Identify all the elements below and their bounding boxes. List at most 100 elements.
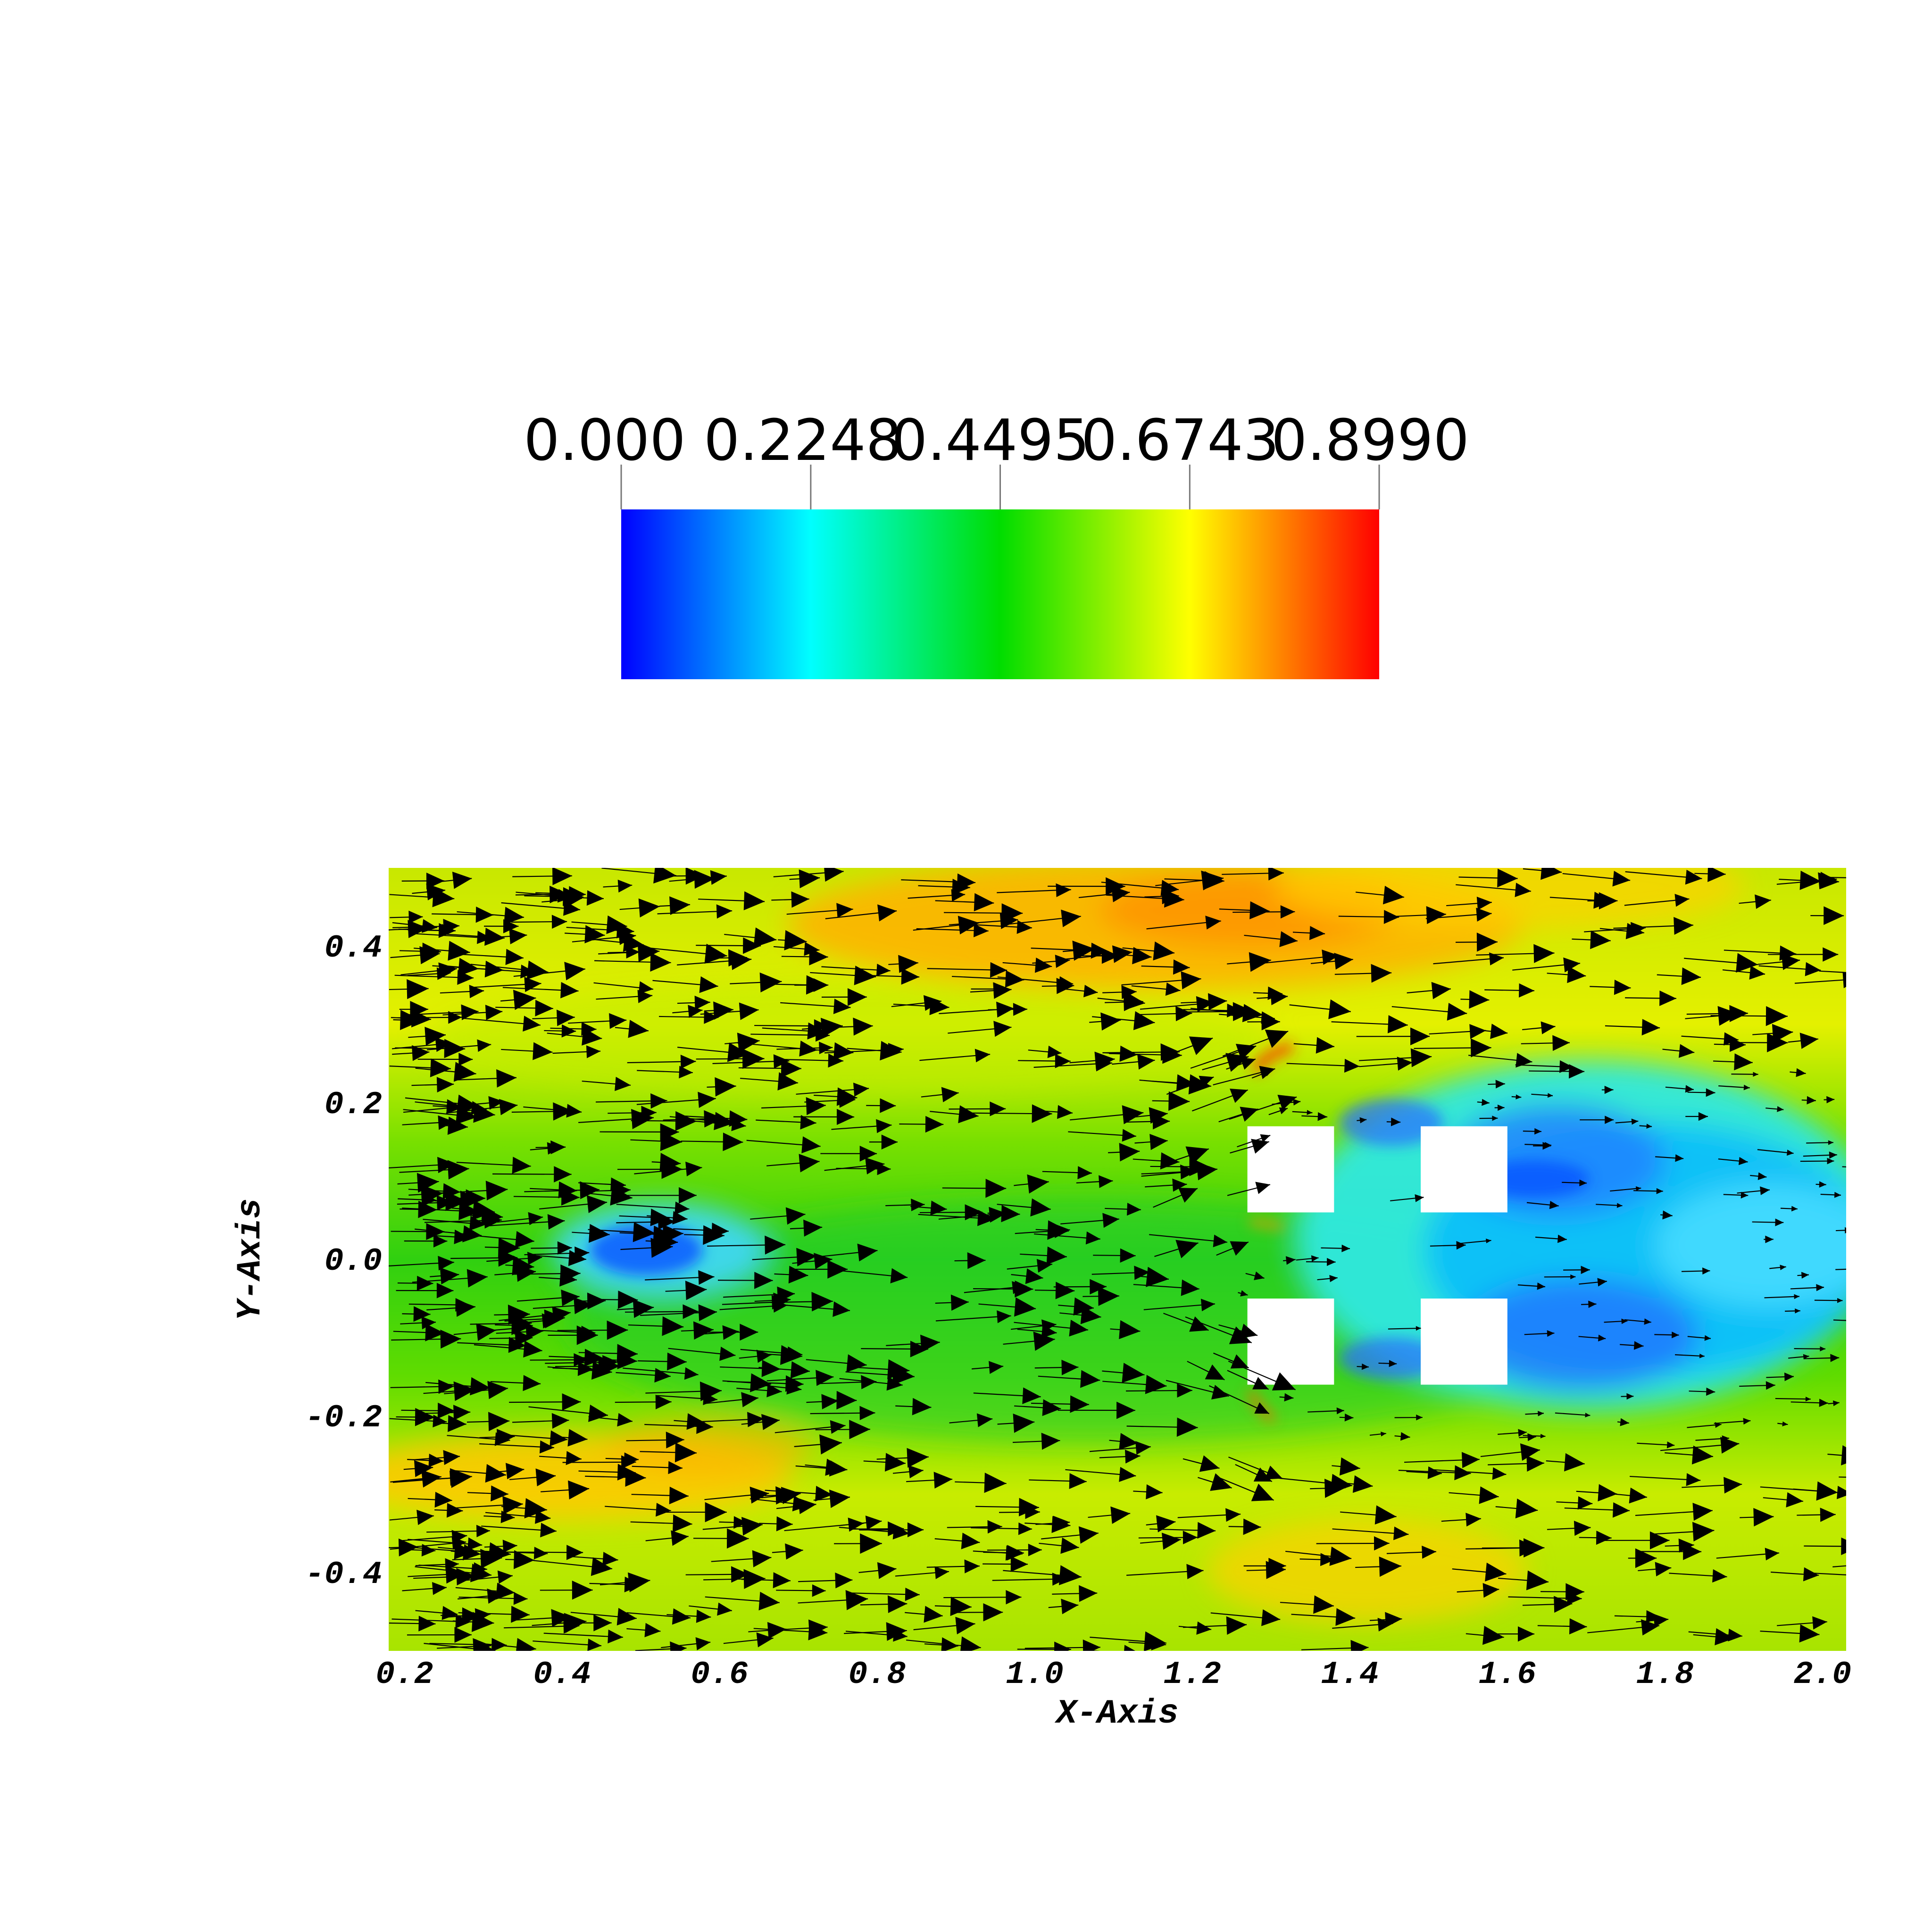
velocity-arrow [1446,896,1492,910]
velocity-arrow [530,1181,577,1199]
velocity-arrow [1263,949,1340,965]
velocity-arrow [1687,1335,1711,1341]
velocity-arrow [1028,1045,1062,1058]
velocity-arrow [390,1470,441,1488]
velocity-arrow [617,1159,683,1179]
velocity-arrow [1024,1639,1100,1651]
velocity-arrow [949,1101,1006,1116]
velocity-arrow [1803,1572,1846,1575]
velocity-arrow [1531,1093,1553,1098]
velocity-arrow [1688,1628,1742,1641]
velocity-arrow [465,965,536,979]
velocity-arrow [1133,1152,1180,1170]
velocity-arrow [458,1592,528,1605]
velocity-arrow [1141,959,1190,975]
velocity-arrow [392,919,460,934]
velocity-arrow [820,1145,877,1162]
velocity-arrow [1637,1441,1675,1449]
velocity-arrow [1122,941,1175,961]
velocity-arrow [1836,1227,1846,1234]
velocity-arrow [973,1545,1023,1561]
velocity-arrow [863,1453,906,1472]
velocity-arrow [1126,1417,1198,1437]
velocity-arrow [458,1606,530,1623]
velocity-arrow [1842,1166,1846,1168]
velocity-arrow [1331,1015,1408,1033]
x-tick-label: 1.6 [1479,1657,1536,1693]
velocity-arrow [657,904,733,919]
obstacle [1421,1126,1507,1213]
velocity-arrow [1034,1359,1079,1375]
velocity-arrow [1797,1272,1809,1279]
velocity-arrow [668,1347,736,1361]
velocity-arrow [626,1432,684,1449]
velocity-arrow [1003,1565,1082,1585]
velocity-arrow [935,1310,1011,1324]
velocity-arrow [1625,869,1702,885]
velocity-arrow [1587,892,1618,910]
velocity-arrow [1533,1142,1551,1150]
velocity-arrow [978,1297,1036,1317]
y-tick-label: -0.2 [305,1400,382,1436]
velocity-arrow [539,1195,608,1213]
velocity-arrow [1615,1118,1639,1125]
velocity-arrow [572,1224,610,1243]
velocity-arrow [930,1105,979,1124]
velocity-arrow [704,1486,769,1504]
velocity-arrow [481,1523,557,1538]
velocity-arrow [615,1020,649,1038]
x-tick-label: 0.2 [375,1657,433,1693]
velocity-arrow [886,1334,940,1352]
velocity-arrow [596,990,653,1003]
velocity-arrow [724,927,777,948]
velocity-arrow [947,1520,1002,1534]
velocity-arrow [746,1136,821,1154]
velocity-arrow [479,1429,515,1446]
velocity-arrow [544,1024,576,1038]
velocity-arrow [437,1638,491,1651]
velocity-arrow [1579,1531,1612,1545]
y-tick-label: 0.0 [325,1243,382,1280]
velocity-arrow [762,1022,826,1040]
velocity-arrow [702,1516,763,1536]
velocity-arrow [1687,1088,1715,1097]
velocity-arrow [674,1413,706,1430]
velocity-arrow [1824,1096,1835,1104]
velocity-arrow [605,1503,671,1517]
velocity-arrow [1660,1210,1673,1220]
velocity-arrow [476,1638,536,1651]
velocity-arrow [619,1225,673,1243]
velocity-arrow [1145,1178,1187,1192]
velocity-arrow [1790,1399,1828,1407]
velocity-arrow [776,1584,826,1597]
velocity-arrow [1562,871,1631,887]
velocity-arrow [1788,1033,1818,1049]
velocity-arrow [1522,1596,1573,1613]
velocity-arrow [935,893,994,912]
velocity-arrow [926,1559,980,1574]
velocity-arrow [724,1033,760,1053]
velocity-arrow [773,868,844,882]
velocity-arrow [1452,1562,1507,1582]
velocity-arrow [1253,986,1282,1000]
velocity-arrow [1286,1058,1360,1073]
velocity-arrow [669,870,727,885]
velocity-arrow [1767,947,1839,962]
velocity-arrow [463,1016,541,1032]
velocity-arrow [703,1569,766,1589]
velocity-arrow [452,1612,494,1632]
velocity-arrow [1083,1286,1119,1306]
velocity-arrow [722,1295,788,1310]
velocity-arrow [1247,1013,1280,1031]
y-tick-labels: 0.4 0.2 0.0 -0.2 -0.4 [305,930,382,1593]
velocity-arrow [1065,1466,1136,1482]
velocity-arrow [1578,1334,1606,1341]
velocity-arrow [512,868,572,885]
velocity-arrow [1669,1569,1727,1583]
velocity-arrow [1293,1037,1335,1054]
velocity-arrow [1665,1445,1714,1465]
velocity-arrow [740,1346,803,1360]
velocity-arrow [1722,966,1765,980]
velocity-arrow [1833,1319,1846,1321]
velocity-arrow [1243,1557,1286,1574]
